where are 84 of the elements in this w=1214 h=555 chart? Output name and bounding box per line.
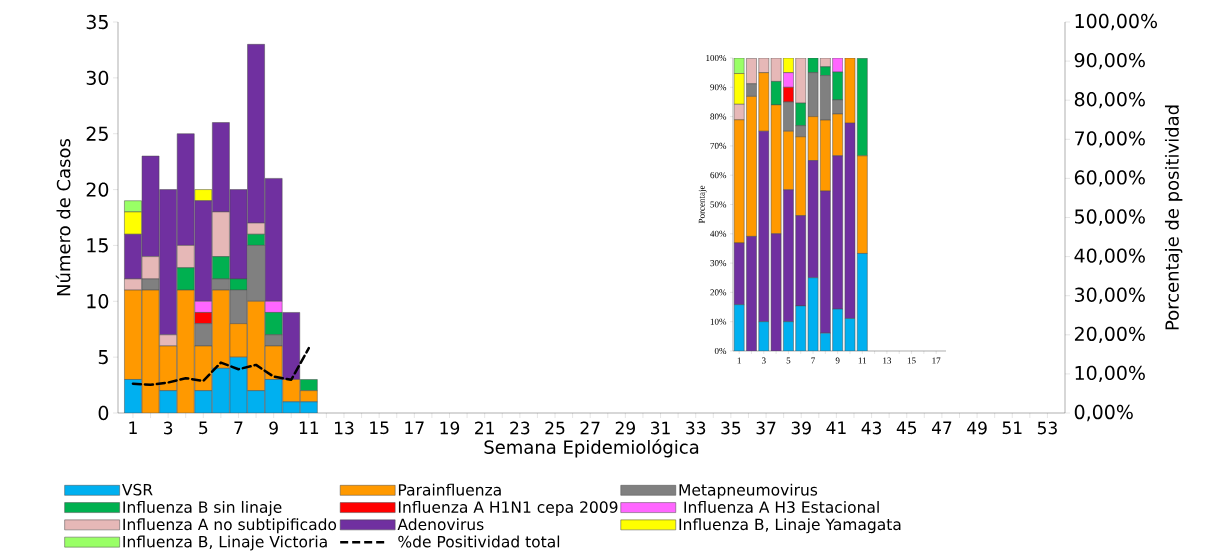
legend-label: Influenza A no subtipificado bbox=[123, 518, 337, 534]
x-tick-label: 39 bbox=[791, 421, 811, 435]
y-tick-label: 10 bbox=[87, 294, 109, 309]
legend-label: Influenza B sin linaje bbox=[123, 500, 282, 516]
y2-tick-label: 80,00% bbox=[1074, 92, 1145, 109]
y2-tick-label: 70,00% bbox=[1075, 131, 1145, 148]
x-tick-label: 23 bbox=[510, 421, 530, 435]
y2-tick-label: 50,00% bbox=[1075, 209, 1145, 226]
x-tick-label: 13 bbox=[335, 421, 354, 435]
y-tick-label: 30 bbox=[86, 70, 109, 86]
x-tick-label: 37 bbox=[756, 421, 776, 435]
y2-tick-label: 90,00% bbox=[1074, 52, 1145, 70]
y-tick-label: 80% bbox=[710, 113, 727, 120]
legend-label: Influenza B, Linaje Yamagata bbox=[679, 518, 901, 534]
x-tick-label: 27 bbox=[580, 421, 600, 435]
y-tick-label: 0% bbox=[714, 347, 727, 355]
x-tick-label: 29 bbox=[615, 421, 635, 435]
y-tick-label: 30% bbox=[710, 260, 727, 267]
x-tick-label: 13 bbox=[883, 357, 892, 364]
x-tick-label: 49 bbox=[967, 421, 987, 435]
x-tick-label: 1 bbox=[129, 421, 137, 434]
x-tick-label: 35 bbox=[721, 421, 741, 435]
x-tick-label: 53 bbox=[1037, 421, 1057, 435]
bar bbox=[212, 289, 230, 369]
y2-tick-label: 100,00% bbox=[1075, 13, 1158, 31]
y-tick-label: 20 bbox=[86, 182, 109, 197]
x-tick-label: 17 bbox=[405, 421, 424, 434]
y-tick-label: 10% bbox=[710, 318, 727, 325]
x-tick-label: 43 bbox=[861, 421, 882, 435]
x-tick-label: 45 bbox=[896, 421, 917, 435]
y-axis-title: Porcentaje bbox=[698, 185, 707, 224]
x-tick-label: 11 bbox=[858, 357, 867, 364]
x-tick-label: 7 bbox=[234, 421, 243, 434]
y2-tick-label: 30,00% bbox=[1074, 287, 1145, 304]
x-tick-label: 11 bbox=[299, 421, 319, 434]
x-tick-label: 3 bbox=[164, 421, 173, 435]
legend-label: %de Positividad total bbox=[398, 535, 560, 548]
x-tick-label: 7 bbox=[811, 357, 816, 364]
x-tick-label: 9 bbox=[269, 421, 278, 435]
legend-label: Adenovirus bbox=[397, 518, 484, 531]
y-tick-label: 0 bbox=[98, 405, 109, 421]
y2-tick-label: 0,00% bbox=[1074, 404, 1133, 422]
y2-axis-title: Porcentaje de positividad bbox=[1164, 105, 1183, 330]
x-tick-label: 5 bbox=[786, 357, 791, 364]
y-axis-title: Número de Casos bbox=[55, 138, 71, 296]
x-tick-label: 41 bbox=[826, 421, 846, 434]
y-tick-label: 90% bbox=[710, 84, 727, 91]
y-tick-label: 40% bbox=[710, 230, 727, 237]
legend-label: Metapneumovirus bbox=[679, 483, 818, 499]
legend-label: Influenza B, Linaje Victoria bbox=[123, 535, 327, 551]
y-tick-label: 60% bbox=[710, 172, 727, 179]
y-tick-label: 25 bbox=[86, 126, 108, 141]
y-tick-label: 70% bbox=[710, 142, 727, 149]
bar bbox=[247, 301, 265, 391]
legend-label: VSR bbox=[122, 483, 153, 496]
x-tick-label: 15 bbox=[370, 421, 389, 435]
y-tick-label: 50% bbox=[710, 201, 727, 208]
legend-label: Influenza A H3 Estacional bbox=[684, 500, 879, 513]
x-tick-label: 51 bbox=[1002, 421, 1022, 435]
x-tick-label: 47 bbox=[931, 421, 952, 434]
x-tick-label: 9 bbox=[835, 357, 840, 364]
y2-tick-label: 20,00% bbox=[1074, 326, 1145, 343]
x-tick-label: 1 bbox=[737, 357, 741, 364]
y-tick-label: 20% bbox=[710, 289, 727, 296]
x-tick-label: 15 bbox=[907, 357, 916, 364]
y-tick-label: 100% bbox=[706, 54, 727, 62]
x-tick-label: 31 bbox=[651, 421, 670, 435]
bar bbox=[124, 289, 142, 380]
x-tick-label: 17 bbox=[932, 357, 941, 364]
x-tick-label: 25 bbox=[545, 421, 565, 435]
x-tick-label: 5 bbox=[199, 421, 208, 435]
x-tick-label: 19 bbox=[440, 421, 460, 435]
y-tick-label: 15 bbox=[87, 238, 108, 253]
y2-tick-label: 10,00% bbox=[1075, 365, 1145, 383]
legend-label: Parainfluenza bbox=[398, 483, 501, 496]
line-series bbox=[131, 346, 311, 387]
y2-tick-label: 60,00% bbox=[1074, 170, 1145, 187]
x-tick-label: 3 bbox=[761, 357, 766, 364]
x-tick-label: 21 bbox=[475, 421, 494, 435]
y2-tick-label: 40,00% bbox=[1074, 248, 1145, 265]
legend-label: Influenza A H1N1 cepa 2009 bbox=[398, 500, 618, 516]
x-axis-title: Semana Epidemiológica bbox=[484, 439, 699, 458]
y-tick-label: 35 bbox=[86, 14, 108, 30]
x-tick-label: 33 bbox=[686, 421, 706, 435]
